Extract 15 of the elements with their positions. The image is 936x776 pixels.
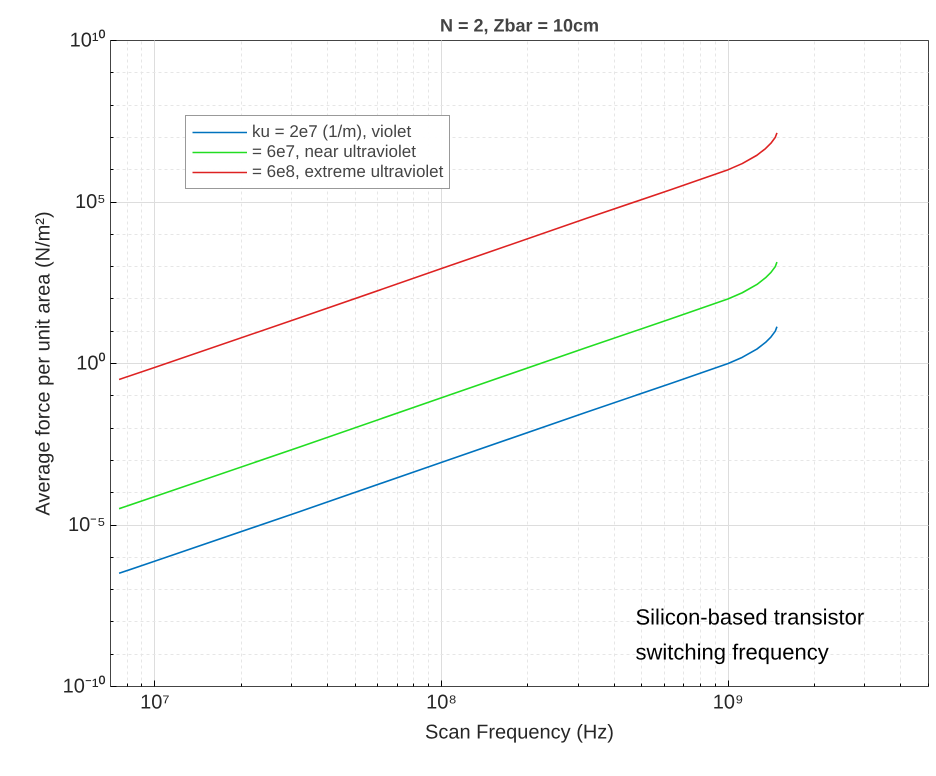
y-tick-label: 10⁻⁵ xyxy=(68,514,106,536)
legend-label: = 6e8, extreme ultraviolet xyxy=(252,162,444,182)
y-tick-label: 10⁻¹⁰ xyxy=(62,674,106,698)
y-tick-label: 10⁵ xyxy=(74,191,106,213)
y-tick-label: 10¹⁰ xyxy=(70,28,106,52)
chart-title: N = 2, Zbar = 10cm xyxy=(440,16,600,36)
annotation: Silicon-based transistor switching frequency xyxy=(636,604,864,664)
legend-label: ku = 2e7 (1/m), violet xyxy=(252,122,412,142)
x-tick-label: 10⁹ xyxy=(712,692,744,714)
x-axis-title: Scan Frequency (Hz) xyxy=(425,722,614,744)
y-tick-label: 10⁰ xyxy=(76,352,106,374)
legend-label: = 6e7, near ultraviolet xyxy=(252,142,416,162)
y-axis-title: Average force per unit area (N/m²) xyxy=(32,211,55,516)
x-tick-label: 10⁷ xyxy=(140,692,170,714)
x-tick-label: 10⁸ xyxy=(426,692,457,714)
